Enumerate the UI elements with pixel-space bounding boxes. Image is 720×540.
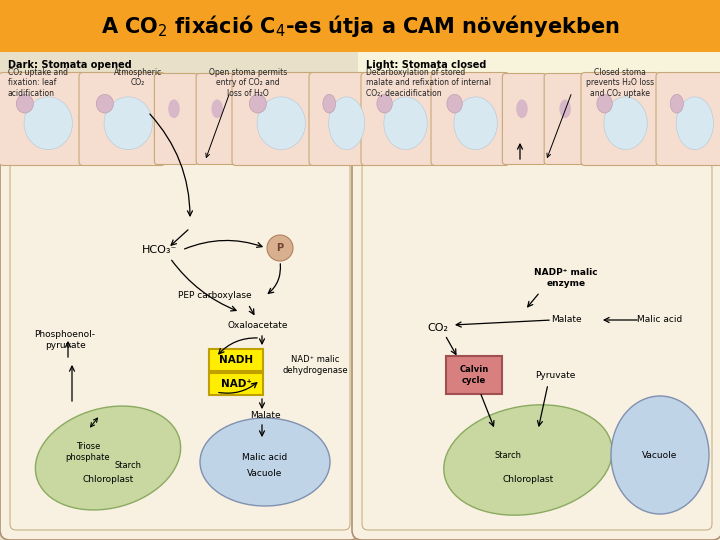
Ellipse shape [454,97,498,150]
Ellipse shape [249,94,266,113]
FancyBboxPatch shape [196,73,240,165]
Text: CO₂ uptake and
fixation: leaf
acidification: CO₂ uptake and fixation: leaf acidificat… [8,68,68,98]
Ellipse shape [559,99,571,118]
Ellipse shape [104,97,153,150]
FancyBboxPatch shape [431,72,509,165]
Ellipse shape [384,97,427,150]
Text: NADP⁺ malic
enzyme: NADP⁺ malic enzyme [534,268,598,288]
Text: Phosphoenol-
pyruvate: Phosphoenol- pyruvate [35,330,96,350]
Ellipse shape [17,94,33,113]
Text: Starch: Starch [114,461,142,469]
FancyBboxPatch shape [656,72,720,165]
Text: NADH: NADH [219,355,253,365]
Ellipse shape [444,405,612,515]
Ellipse shape [200,418,330,506]
Bar [0,52,358,540]
Text: Closed stoma
prevents H₂O loss
and CO₂ uptake: Closed stoma prevents H₂O loss and CO₂ u… [586,68,654,98]
FancyBboxPatch shape [0,152,360,540]
Text: HCO₃⁻: HCO₃⁻ [143,245,178,255]
Text: NAD⁺: NAD⁺ [220,379,251,389]
Ellipse shape [516,99,528,118]
FancyBboxPatch shape [361,72,439,165]
Text: Chloroplast: Chloroplast [503,476,554,484]
FancyBboxPatch shape [154,73,198,165]
Ellipse shape [604,97,647,150]
Text: Pyruvate: Pyruvate [535,370,575,380]
FancyBboxPatch shape [209,349,263,371]
Ellipse shape [323,94,336,113]
Ellipse shape [257,97,305,150]
FancyBboxPatch shape [544,73,588,165]
Ellipse shape [447,94,462,113]
Text: Malate: Malate [250,411,280,421]
Ellipse shape [35,406,181,510]
Ellipse shape [24,97,73,150]
Text: Calvin
cycle: Calvin cycle [459,365,489,384]
FancyBboxPatch shape [352,152,720,540]
Text: Atmospheric
CO₂: Atmospheric CO₂ [114,68,162,87]
FancyBboxPatch shape [79,72,165,165]
Ellipse shape [676,97,714,150]
Text: Chloroplast: Chloroplast [82,476,134,484]
Text: A CO$_2$ fixáció C$_4$-es útja a CAM növényekben: A CO$_2$ fixáció C$_4$-es útja a CAM növ… [101,13,619,39]
Text: Vacuole: Vacuole [642,450,678,460]
Text: PEP carboxylase: PEP carboxylase [178,292,252,300]
Text: Malic acid: Malic acid [243,454,287,462]
FancyBboxPatch shape [503,73,546,165]
Text: Vacuole: Vacuole [247,469,283,478]
Ellipse shape [96,94,114,113]
FancyBboxPatch shape [309,72,375,165]
Text: Open stoma permits
entry of CO₂ and
loss of H₂O: Open stoma permits entry of CO₂ and loss… [209,68,287,98]
Bar [358,52,720,540]
Text: NAD⁺ malic
dehydrogenase: NAD⁺ malic dehydrogenase [282,355,348,375]
Text: CO₂: CO₂ [428,323,449,333]
FancyBboxPatch shape [0,72,85,165]
FancyBboxPatch shape [209,373,263,395]
Ellipse shape [611,396,709,514]
FancyBboxPatch shape [446,356,502,394]
Text: Oxaloacetate: Oxaloacetate [228,321,288,329]
Text: P: P [276,243,284,253]
Text: Light: Stomata closed: Light: Stomata closed [366,60,487,70]
FancyBboxPatch shape [581,72,659,165]
Text: Triose
phosphate: Triose phosphate [66,442,110,462]
Ellipse shape [377,94,392,113]
Ellipse shape [328,97,364,150]
Ellipse shape [597,94,612,113]
Ellipse shape [168,99,180,118]
Text: Dark: Stomata opened: Dark: Stomata opened [8,60,132,70]
Text: Decarboxylation of stored
malate and refixation of internal
CO₂; deacidification: Decarboxylation of stored malate and ref… [366,68,491,98]
Bar [0,0,720,52]
FancyBboxPatch shape [232,72,318,165]
Circle shape [267,235,293,261]
Ellipse shape [670,94,683,113]
Text: Malic acid: Malic acid [637,315,683,325]
Ellipse shape [212,99,223,118]
Text: Malate: Malate [551,315,581,325]
Text: Starch: Starch [495,450,521,460]
